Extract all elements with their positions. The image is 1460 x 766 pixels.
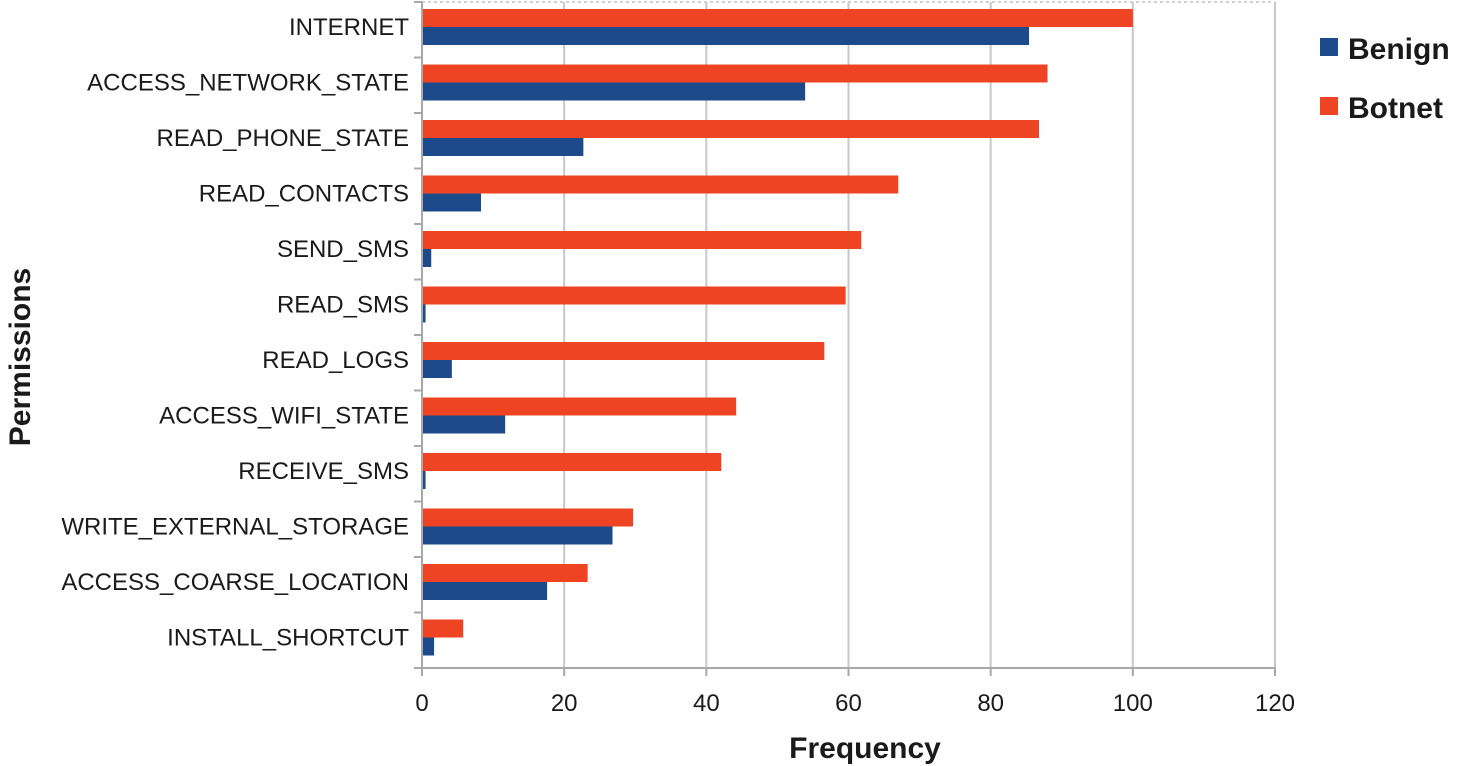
labels: 0 20 40 60 80 100 120 INTERNET ACCESS_NETWORK_ST… — [61, 14, 1295, 717]
bar-benign-8 — [422, 471, 426, 489]
category-label: READ_PHONE_STATE — [156, 125, 409, 152]
bar-botnet-1 — [422, 64, 1048, 83]
category-label: INTERNET — [289, 14, 409, 41]
legend-label-benign: Benign — [1348, 33, 1450, 66]
gridlines — [422, 1, 1276, 668]
x-tick-label: 60 — [835, 690, 862, 717]
category-label: WRITE_EXTERNAL_STORAGE — [61, 514, 409, 541]
bar-benign-0 — [422, 27, 1030, 45]
category-label: ACCESS_WIFI_STATE — [159, 403, 409, 430]
x-tick-label: 100 — [1113, 690, 1153, 717]
x-tick-label: 20 — [551, 690, 578, 717]
bar-benign-9 — [422, 526, 613, 545]
x-tick-label: 40 — [693, 690, 720, 717]
category-label: RECEIVE_SMS — [238, 458, 409, 485]
legend: Benign Botnet — [1320, 33, 1450, 125]
legend-label-botnet: Botnet — [1348, 92, 1443, 125]
legend-swatch-botnet — [1320, 97, 1338, 115]
x-tick-label: 0 — [415, 690, 428, 717]
bar-botnet-0 — [422, 9, 1133, 27]
bar-benign-6 — [422, 360, 452, 378]
x-axis-title: Frequency — [789, 732, 941, 765]
bars — [422, 9, 1133, 656]
bar-benign-1 — [422, 82, 806, 101]
bar-benign-3 — [422, 193, 481, 212]
category-label: INSTALL_SHORTCUT — [167, 625, 409, 652]
category-label: READ_LOGS — [262, 347, 409, 374]
legend-swatch-benign — [1320, 38, 1338, 56]
bar-botnet-11 — [422, 619, 464, 638]
axes — [414, 1, 1276, 676]
category-label: ACCESS_COARSE_LOCATION — [61, 569, 409, 596]
bar-botnet-3 — [422, 175, 899, 194]
bar-benign-10 — [422, 582, 548, 600]
bar-botnet-6 — [422, 342, 825, 360]
bar-botnet-10 — [422, 564, 588, 582]
bar-botnet-7 — [422, 397, 737, 416]
bar-benign-11 — [422, 637, 435, 656]
category-label: ACCESS_NETWORK_STATE — [87, 70, 409, 97]
bar-benign-7 — [422, 415, 506, 434]
bar-benign-4 — [422, 249, 432, 267]
y-axis-title: Permissions — [4, 268, 37, 446]
category-label: READ_SMS — [277, 292, 409, 319]
bar-botnet-2 — [422, 120, 1040, 138]
x-tick-label: 120 — [1255, 690, 1295, 717]
bar-benign-2 — [422, 138, 584, 156]
category-label: SEND_SMS — [277, 236, 409, 263]
x-tick-label: 80 — [977, 690, 1004, 717]
bar-botnet-4 — [422, 231, 862, 249]
bar-botnet-9 — [422, 508, 634, 527]
bar-botnet-8 — [422, 453, 722, 471]
bar-botnet-5 — [422, 286, 846, 305]
bar-benign-5 — [422, 304, 426, 323]
category-label: READ_CONTACTS — [199, 181, 409, 208]
